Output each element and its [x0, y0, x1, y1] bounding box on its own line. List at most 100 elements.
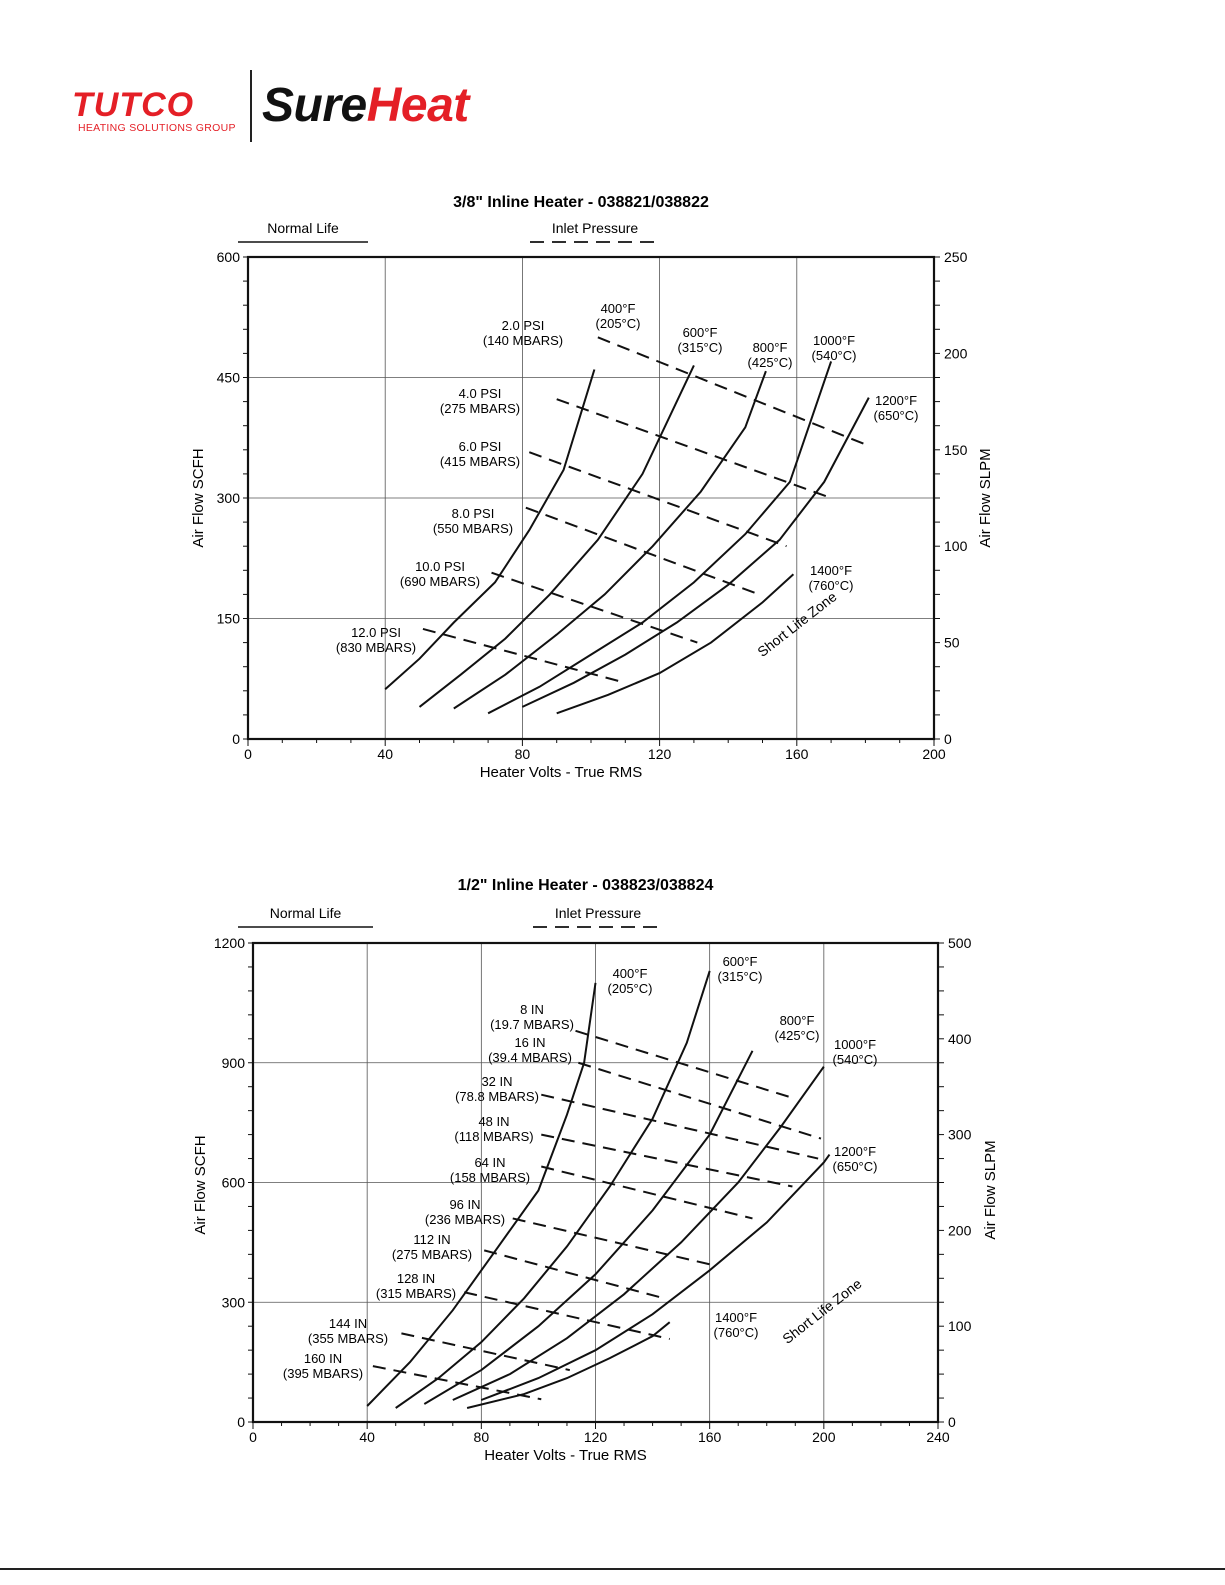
pressure-label: 48 IN	[478, 1114, 509, 1129]
pressure-label-mbars: (78.8 MBARS)	[455, 1089, 539, 1104]
x-tick-label: 0	[249, 1429, 257, 1445]
pressure-label: 16 IN	[514, 1035, 545, 1050]
pressure-line	[528, 451, 787, 548]
tutco-tagline: HEATING SOLUTIONS GROUP	[78, 122, 236, 134]
pressure-label-mbars: (236 MBARS)	[425, 1212, 505, 1227]
x-axis-label: Heater Volts - True RMS	[480, 764, 643, 781]
temperature-label-celsius: (315°C)	[718, 969, 763, 984]
pressure-line	[541, 1165, 753, 1220]
temperature-label: 1000°F	[834, 1037, 876, 1052]
pressure-label: 10.0 PSI	[415, 559, 465, 574]
y2-tick-label: 400	[948, 1031, 972, 1047]
pressure-label-mbars: (315 MBARS)	[376, 1286, 456, 1301]
short-life-zone-label: Short Life Zone	[779, 1275, 864, 1347]
pressure-line	[541, 1133, 793, 1188]
temperature-curve	[423, 1050, 754, 1405]
y2-tick-label: 0	[948, 1414, 956, 1430]
pressure-line	[491, 571, 698, 644]
temperature-curve	[466, 1321, 671, 1409]
y-tick-label: 450	[217, 370, 241, 386]
pressure-line	[401, 1332, 571, 1372]
temperature-curve	[418, 364, 695, 708]
temperature-label-celsius: (650°C)	[833, 1159, 878, 1174]
pressure-label-mbars: (550 MBARS)	[433, 521, 513, 536]
y2-tick-label: 500	[948, 935, 972, 951]
temperature-label-celsius: (315°C)	[678, 340, 723, 355]
y-tick-label: 0	[237, 1414, 245, 1430]
tutco-sureheat-logo: TUTCO HEATING SOLUTIONS GROUP SureHeat	[72, 70, 512, 145]
pressure-label: 112 IN	[413, 1232, 450, 1247]
temperature-curve	[521, 397, 870, 708]
temperature-label: 1200°F	[834, 1144, 876, 1159]
temperature-label: 600°F	[723, 954, 758, 969]
y-tick-label: 600	[217, 249, 241, 265]
y-tick-label: 600	[222, 1175, 246, 1191]
pressure-label-mbars: (830 MBARS)	[336, 640, 416, 655]
temperature-label: 1000°F	[813, 333, 855, 348]
y2-tick-label: 200	[944, 345, 968, 361]
x-tick-label: 40	[377, 746, 393, 762]
pressure-label-mbars: (355 MBARS)	[308, 1331, 388, 1346]
x-tick-label: 200	[922, 746, 946, 762]
pressure-line	[597, 336, 870, 447]
pressure-label-mbars: (275 MBARS)	[440, 401, 520, 416]
pressure-label: 144 IN	[329, 1316, 367, 1331]
pressure-label: 2.0 PSI	[502, 318, 545, 333]
pressure-line	[578, 1061, 822, 1140]
temperature-curve	[366, 982, 597, 1407]
y-tick-label: 0	[232, 731, 240, 747]
x-tick-label: 0	[244, 746, 252, 762]
temperature-label-celsius: (760°C)	[809, 578, 854, 593]
chart-title: 1/2" Inline Heater - 038823/038824	[458, 877, 714, 894]
x-tick-label: 40	[359, 1429, 375, 1445]
sure-text: Sure	[262, 79, 367, 132]
y2-tick-label: 100	[948, 1318, 972, 1334]
temperature-curve	[384, 369, 596, 690]
temperature-label-celsius: (760°C)	[714, 1325, 759, 1340]
x-tick-label: 80	[515, 746, 531, 762]
pressure-label: 96 IN	[449, 1197, 480, 1212]
x-tick-label: 80	[474, 1429, 490, 1445]
temperature-curve	[556, 573, 795, 715]
temperature-curve	[452, 1066, 825, 1401]
pressure-label-mbars: (158 MBARS)	[450, 1170, 530, 1185]
pressure-label: 160 IN	[304, 1351, 342, 1366]
pressure-label-mbars: (415 MBARS)	[440, 454, 520, 469]
temperature-label-celsius: (425°C)	[775, 1028, 820, 1043]
temperature-label: 400°F	[601, 301, 636, 316]
x-tick-label: 120	[648, 746, 672, 762]
legend-inlet-pressure-label: Inlet Pressure	[552, 220, 639, 236]
temperature-label-celsius: (205°C)	[608, 981, 653, 996]
heat-text: Heat	[366, 79, 470, 132]
temperature-label: 600°F	[683, 325, 718, 340]
y-axis-label: Air Flow SCFH	[192, 1135, 209, 1234]
pressure-label-mbars: (690 MBARS)	[400, 574, 480, 589]
temperature-label: 1200°F	[875, 393, 917, 408]
temperature-label-celsius: (540°C)	[833, 1052, 878, 1067]
pressure-line	[512, 1217, 710, 1266]
temperature-label-celsius: (540°C)	[812, 348, 857, 363]
x-tick-label: 200	[812, 1429, 836, 1445]
pressure-line	[483, 1249, 665, 1300]
y2-tick-label: 100	[944, 538, 968, 554]
x-tick-label: 120	[584, 1429, 608, 1445]
temperature-label: 800°F	[780, 1013, 815, 1028]
temperature-label-celsius: (205°C)	[596, 316, 641, 331]
pressure-label-mbars: (39.4 MBARS)	[488, 1050, 572, 1065]
pressure-label-mbars: (275 MBARS)	[392, 1247, 472, 1262]
y2-tick-label: 300	[948, 1127, 972, 1143]
pressure-line	[422, 627, 626, 684]
y-tick-label: 150	[217, 611, 241, 627]
y2-tick-label: 250	[944, 249, 968, 265]
pressure-label: 4.0 PSI	[459, 386, 502, 401]
temperature-label: 800°F	[753, 340, 788, 355]
temperature-curve	[480, 1154, 831, 1401]
pressure-label: 32 IN	[481, 1074, 512, 1089]
pressure-label-mbars: (140 MBARS)	[483, 333, 563, 348]
pressure-line	[575, 1029, 796, 1100]
pressure-label-mbars: (19.7 MBARS)	[490, 1017, 574, 1032]
x-tick-label: 240	[926, 1429, 950, 1445]
pressure-label-mbars: (118 MBARS)	[454, 1129, 533, 1144]
legend-inlet-pressure-label: Inlet Pressure	[555, 905, 642, 921]
temperature-label: 400°F	[613, 966, 648, 981]
